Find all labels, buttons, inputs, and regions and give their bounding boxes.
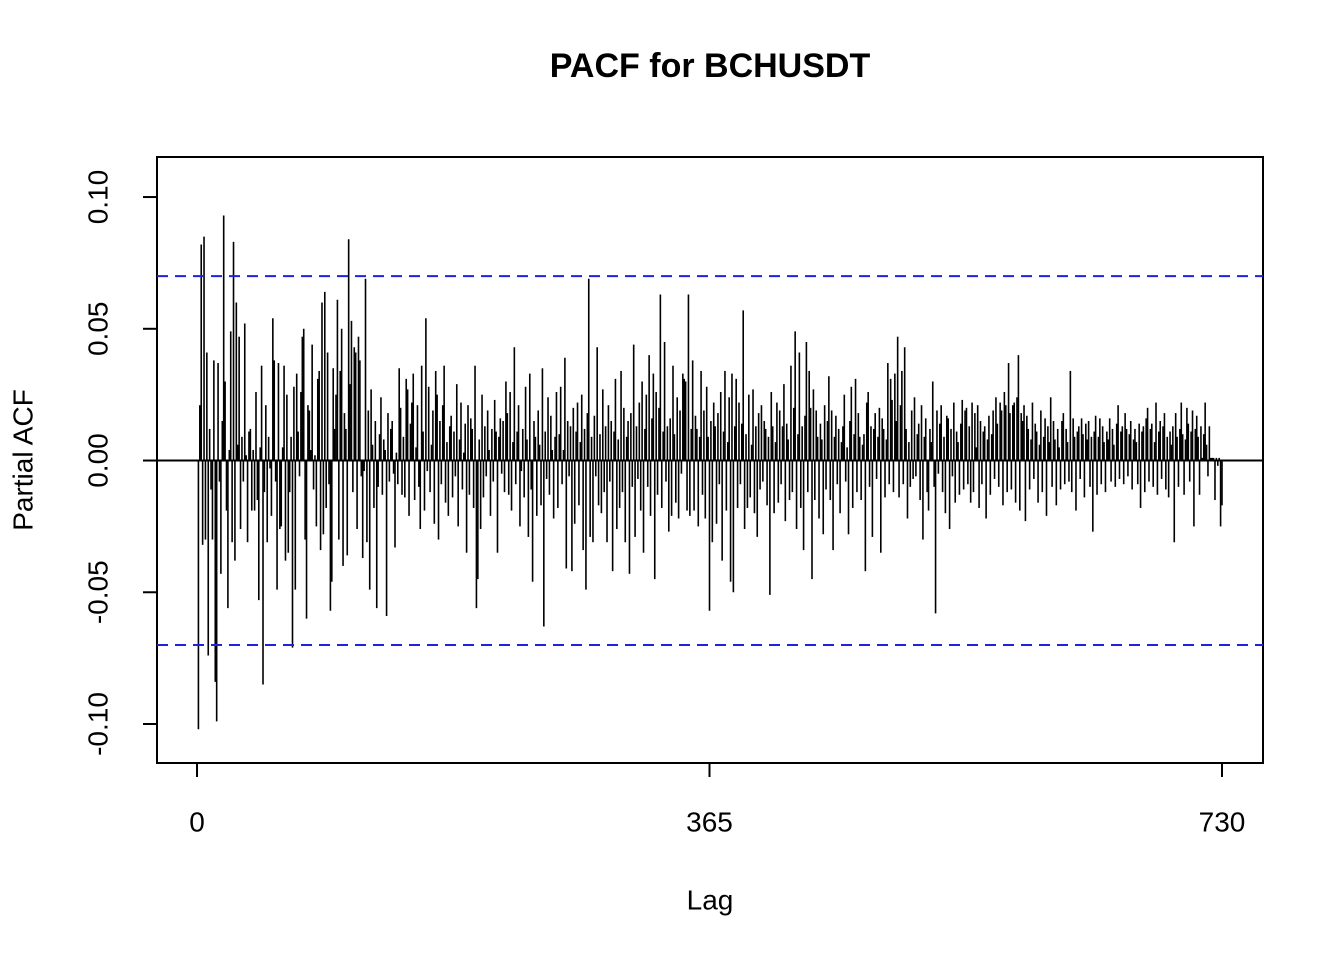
x-axis-label: Lag <box>687 884 734 915</box>
x-tick-label: 0 <box>189 806 205 837</box>
y-tick-label: -0.05 <box>82 560 113 624</box>
y-axis-label: Partial ACF <box>7 389 38 531</box>
chart-title: PACF for BCHUSDT <box>550 47 871 85</box>
y-tick-label: -0.10 <box>82 692 113 756</box>
y-tick-label: 0.00 <box>82 433 113 488</box>
y-tick-label: 0.05 <box>82 302 113 357</box>
x-tick-label: 730 <box>1199 806 1246 837</box>
x-tick-label: 365 <box>686 806 733 837</box>
y-tick-label: 0.10 <box>82 170 113 225</box>
